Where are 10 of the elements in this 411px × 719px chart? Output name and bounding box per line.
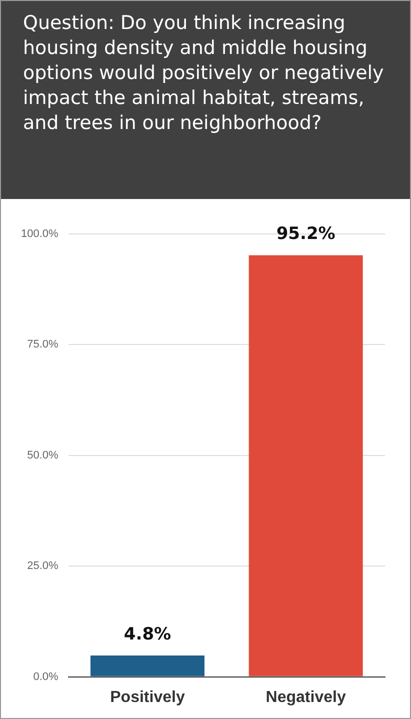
y-tick-label: 25.0% bbox=[27, 560, 59, 572]
data-label: 4.8% bbox=[124, 624, 172, 644]
y-tick-label: 100.0% bbox=[20, 228, 59, 240]
x-tick-label: Negatively bbox=[266, 688, 346, 706]
y-tick-label: 50.0% bbox=[27, 449, 59, 462]
x-tick-label: Positively bbox=[110, 688, 185, 706]
chart-title: Question: Do you think increasing housing density and middle housing options would positively or negatively impact the animal habitat, streams, and trees in our neighborhood? bbox=[1, 1, 410, 199]
y-tick-label: 0.0% bbox=[33, 670, 59, 683]
data-label: 95.2% bbox=[276, 224, 336, 244]
y-tick-label: 75.0% bbox=[27, 338, 59, 351]
